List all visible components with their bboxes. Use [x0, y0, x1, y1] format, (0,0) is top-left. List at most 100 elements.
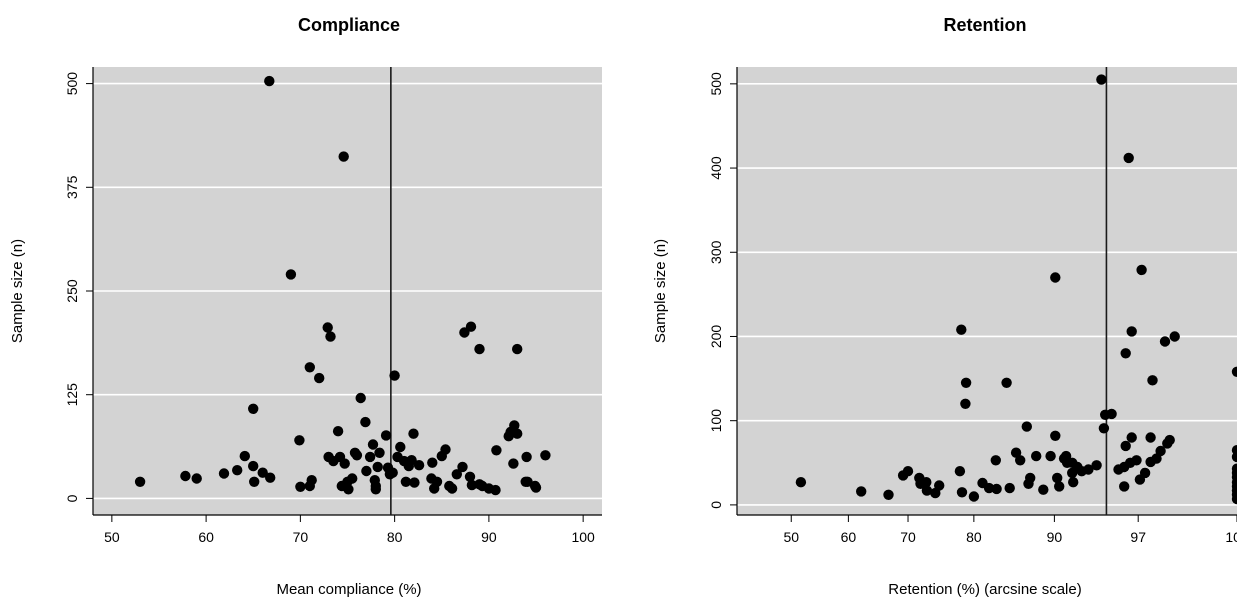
retention-point — [956, 324, 967, 335]
compliance-point — [491, 445, 502, 456]
compliance-point — [374, 447, 385, 458]
compliance-point — [389, 370, 400, 381]
compliance-point — [427, 457, 438, 468]
compliance-point — [257, 467, 268, 478]
retention-point — [968, 491, 980, 502]
compliance-y-axis-label: Sample size (n) — [9, 239, 26, 343]
retention-point — [902, 466, 914, 477]
compliance-point — [466, 479, 478, 491]
compliance-panel: 0 125 250 375 500 50 60 70 80 90 100 Compliance Mean… — [9, 15, 602, 598]
compliance-point — [322, 322, 333, 333]
retention-point — [883, 489, 894, 500]
retention-x-tick-label: 80 — [966, 529, 982, 545]
retention-point — [1147, 375, 1158, 386]
compliance-point — [306, 475, 317, 486]
compliance-x-tick-label: 50 — [104, 529, 120, 545]
compliance-point — [347, 473, 358, 484]
compliance-point — [522, 476, 533, 487]
compliance-point — [332, 426, 344, 437]
compliance-point — [451, 469, 462, 480]
compliance-point — [364, 451, 376, 463]
retention-point — [1021, 421, 1032, 432]
retention-point — [960, 377, 972, 388]
retention-point — [1159, 336, 1171, 347]
compliance-point — [343, 484, 354, 495]
retention-point — [1083, 464, 1094, 475]
compliance-point — [474, 343, 485, 355]
retention-point — [1113, 464, 1124, 475]
retention-point — [1162, 438, 1173, 449]
retention-point — [1231, 451, 1237, 463]
retention-point — [1045, 450, 1056, 462]
retention-point — [956, 487, 968, 498]
compliance-point — [314, 372, 325, 384]
retention-point — [1050, 272, 1061, 283]
compliance-point — [372, 461, 383, 473]
compliance-point — [457, 461, 468, 473]
retention-y-tick-label: 500 — [708, 72, 724, 96]
retention-x-tick-label: 90 — [1047, 529, 1063, 545]
retention-point — [1231, 366, 1237, 377]
retention-y-tick-label: 100 — [708, 409, 724, 433]
compliance-point — [409, 477, 420, 488]
compliance-point — [265, 472, 276, 483]
compliance-point — [338, 151, 349, 162]
compliance-x-tick-label: 70 — [293, 529, 309, 545]
retention-point — [1119, 481, 1130, 492]
retention-point — [1015, 455, 1026, 466]
retention-point — [1038, 484, 1049, 495]
retention-point — [954, 466, 966, 477]
retention-title: Retention — [944, 15, 1027, 35]
retention-point — [1052, 472, 1063, 484]
retention-point — [1123, 152, 1134, 164]
retention-point — [1004, 482, 1015, 494]
retention-point — [1001, 377, 1012, 388]
retention-y-axis-label: Sample size (n) — [652, 239, 669, 343]
retention-x-axis-label: Retention (%) (arcsine scale) — [888, 581, 1081, 598]
retention-point — [1091, 460, 1102, 471]
compliance-point — [339, 458, 350, 469]
retention-x-tick-label: 50 — [783, 529, 799, 545]
retention-point — [930, 487, 941, 499]
retention-panel: 0 100 200 300 400 500 50 60 70 80 90 97 100 Retention… — [652, 15, 1237, 598]
compliance-point — [361, 465, 372, 477]
compliance-point — [239, 450, 250, 462]
retention-point — [1050, 430, 1061, 441]
retention-point — [1145, 456, 1156, 468]
retention-point — [1136, 264, 1147, 276]
retention-point — [1058, 453, 1070, 464]
compliance-point — [285, 269, 297, 280]
compliance-point — [191, 473, 202, 484]
compliance-point — [294, 435, 305, 446]
retention-point — [1134, 474, 1146, 485]
compliance-point — [446, 483, 458, 494]
compliance-x-axis-label: Mean compliance (%) — [276, 581, 421, 598]
compliance-x-tick-label: 100 — [571, 529, 595, 545]
compliance-point — [540, 450, 551, 461]
compliance-y-tick-label: 0 — [64, 494, 80, 502]
compliance-point — [464, 471, 476, 482]
compliance-point — [325, 331, 336, 342]
compliance-y-tick-label: 125 — [64, 383, 80, 407]
compliance-y-tick-label: 500 — [64, 72, 80, 96]
compliance-point — [512, 428, 523, 439]
retention-point — [1145, 432, 1156, 443]
retention-point — [795, 477, 807, 488]
retention-y-tick-label: 300 — [708, 240, 724, 264]
compliance-point — [295, 481, 306, 492]
compliance-point — [304, 362, 315, 373]
compliance-point — [509, 420, 520, 431]
compliance-point — [248, 403, 259, 414]
compliance-point — [440, 444, 451, 455]
compliance-point — [521, 451, 532, 463]
retention-y-tick-label: 0 — [708, 501, 724, 509]
retention-point — [1010, 447, 1022, 458]
retention-point — [1068, 477, 1079, 488]
compliance-point — [395, 441, 406, 453]
retention-point — [1126, 326, 1137, 337]
compliance-point — [431, 476, 443, 487]
compliance-title: Compliance — [298, 15, 400, 35]
compliance-point — [406, 455, 417, 466]
compliance-point — [413, 460, 425, 471]
